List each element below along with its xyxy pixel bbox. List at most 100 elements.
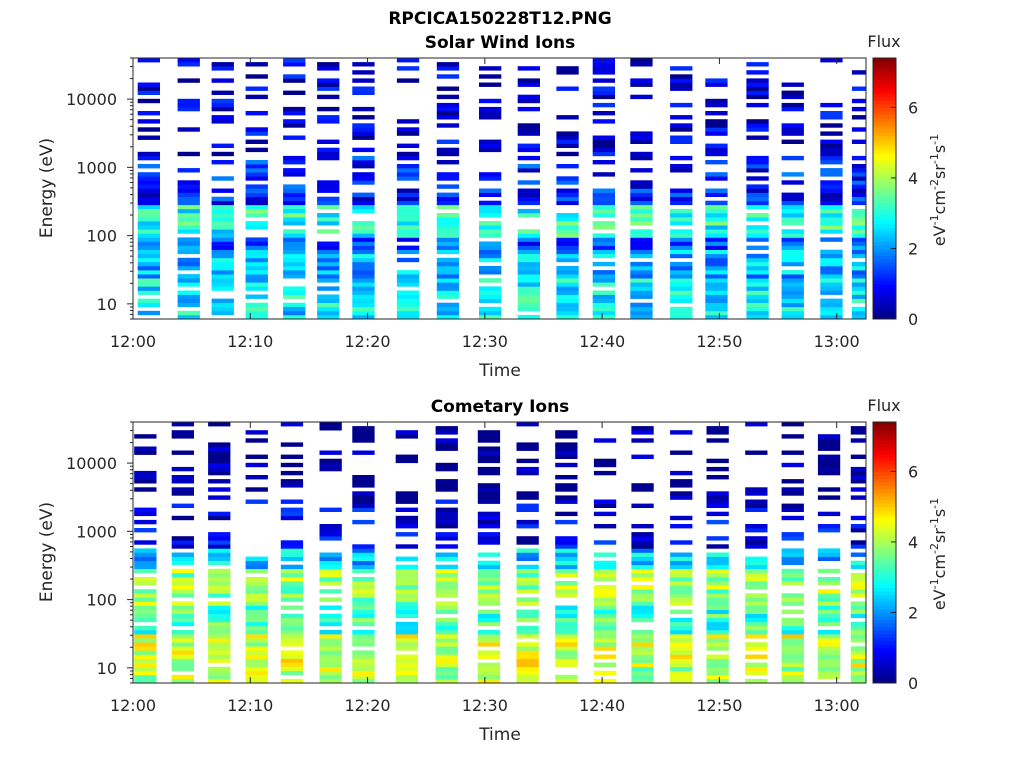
spectrogram-cell xyxy=(592,94,615,100)
spectrogram-cell xyxy=(245,139,268,144)
spectrogram-cell xyxy=(177,314,200,320)
spectrogram-cell xyxy=(516,470,539,476)
colorbar-swatch xyxy=(873,121,896,126)
spectrogram-cell xyxy=(517,245,540,250)
spectrogram-cell xyxy=(177,213,200,218)
spectrogram-cell xyxy=(435,524,458,529)
spectrogram-cell xyxy=(781,568,804,574)
spectrogram-cell xyxy=(177,78,200,83)
spectrogram-cell xyxy=(820,143,843,148)
spectrogram-cell xyxy=(280,572,304,578)
spectrogram-cell xyxy=(820,204,843,210)
spectrogram-cell xyxy=(280,577,304,582)
spectrogram-cell xyxy=(556,192,579,197)
spectrogram-cell xyxy=(134,434,157,439)
spectrogram-cell xyxy=(211,241,234,246)
spectrogram-cell xyxy=(395,593,418,598)
colorbar-swatch xyxy=(873,79,896,84)
spectrogram-cell xyxy=(171,515,194,521)
x-tick-label: 12:50 xyxy=(696,332,742,351)
spectrogram-cell xyxy=(670,556,693,561)
spectrogram-cell xyxy=(352,593,375,598)
spectrogram-cell xyxy=(517,233,540,238)
spectrogram-cell xyxy=(211,151,234,157)
spectrogram-cell xyxy=(745,499,768,504)
spectrogram-cell xyxy=(517,257,540,263)
spectrogram-cell xyxy=(479,241,502,246)
colorbar-swatch xyxy=(873,149,896,154)
spectrogram-cell xyxy=(631,544,654,549)
spectrogram-cell xyxy=(137,86,160,91)
spectrogram-cell xyxy=(137,151,160,157)
spectrogram-cell xyxy=(706,658,729,663)
spectrogram-cell xyxy=(820,314,843,320)
spectrogram-cell xyxy=(631,593,654,598)
spectrogram-cell xyxy=(396,168,420,173)
colorbar-swatch xyxy=(873,82,896,87)
spectrogram-cell xyxy=(396,257,420,263)
spectrogram-cell xyxy=(245,462,268,468)
spectrogram-cell xyxy=(820,102,843,108)
spectrogram-cell xyxy=(556,306,579,312)
spectrogram-cell xyxy=(670,658,693,663)
spectrogram-cell xyxy=(352,290,375,295)
spectrogram-cell xyxy=(851,266,866,271)
spectrogram-cell xyxy=(705,249,728,255)
spectrogram-cell xyxy=(631,560,654,566)
spectrogram-cell xyxy=(280,634,304,639)
spectrogram-cell xyxy=(283,188,306,193)
spectrogram-cell xyxy=(396,290,420,295)
spectrogram-cell xyxy=(706,519,729,525)
spectrogram-cell xyxy=(177,184,200,189)
spectrogram-cell xyxy=(171,450,194,455)
spectrogram-cell xyxy=(850,454,866,459)
spectrogram-cell xyxy=(352,548,375,553)
spectrogram-cell xyxy=(820,310,843,316)
spectrogram-cell xyxy=(556,176,579,181)
spectrogram-cell xyxy=(283,217,306,222)
spectrogram-cell xyxy=(745,621,768,627)
spectrogram-cell xyxy=(317,106,340,112)
spectrogram-cell xyxy=(705,204,728,210)
spectrogram-cell xyxy=(317,286,340,291)
spectrogram-cell xyxy=(352,577,375,582)
spectrogram-cell xyxy=(817,470,841,476)
spectrogram-cell xyxy=(171,638,194,643)
spectrogram-cell xyxy=(630,184,653,189)
spectrogram-cell xyxy=(745,544,768,549)
spectrogram-cell xyxy=(283,135,306,140)
spectrogram-cell xyxy=(820,237,843,242)
spectrogram-cell xyxy=(171,503,194,508)
spectrogram-cell xyxy=(283,237,306,242)
spectrogram-cell xyxy=(208,638,231,643)
spectrogram-cell xyxy=(395,609,418,614)
spectrogram-cell xyxy=(851,86,866,91)
spectrogram-cell xyxy=(396,192,420,197)
spectrogram-cell xyxy=(745,572,768,578)
spectrogram-cell xyxy=(670,678,693,684)
spectrogram-cell xyxy=(670,306,693,312)
colorbar-swatch xyxy=(873,248,896,253)
spectrogram-cell xyxy=(479,66,502,71)
colorbar-swatch xyxy=(873,594,896,599)
spectrogram-cell xyxy=(705,237,728,242)
spectrogram-cell xyxy=(705,82,728,87)
spectrogram-cell xyxy=(211,188,234,193)
spectrogram-cell xyxy=(670,589,693,594)
spectrogram-cell xyxy=(436,160,460,165)
spectrogram-cell xyxy=(850,426,866,431)
colorbar-swatch xyxy=(873,290,896,295)
spectrogram-cell xyxy=(630,82,653,87)
spectrogram-cell xyxy=(352,483,375,488)
spectrogram-cell xyxy=(171,650,194,655)
spectrogram-cell xyxy=(630,314,653,320)
spectrogram-cell xyxy=(208,556,231,561)
spectrogram-cell xyxy=(820,286,843,291)
spectrogram-cell xyxy=(592,204,615,210)
spectrogram-cell xyxy=(670,491,693,496)
spectrogram-cell xyxy=(555,442,578,447)
spectrogram-cell xyxy=(781,282,804,287)
spectrogram-cell xyxy=(745,503,768,508)
spectrogram-cell xyxy=(395,613,418,619)
spectrogram-cell xyxy=(171,475,194,480)
